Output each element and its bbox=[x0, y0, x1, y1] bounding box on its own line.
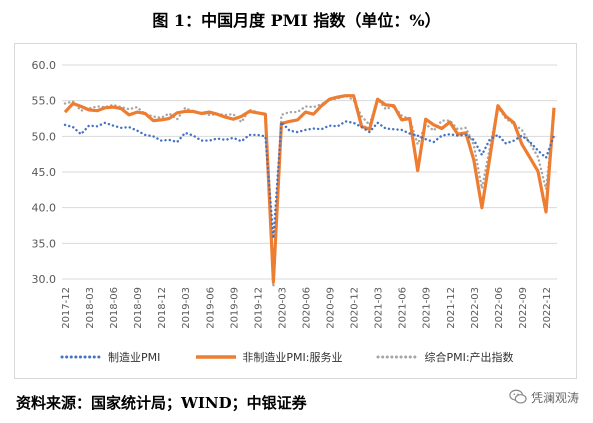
x-tick-label: 2020-06 bbox=[301, 287, 312, 329]
legend-swatch-manufacturing bbox=[60, 355, 104, 359]
x-tick-label: 2022-09 bbox=[518, 287, 529, 329]
x-tick-label: 2019-09 bbox=[229, 287, 240, 329]
series-line-non-manufacturing bbox=[63, 94, 556, 284]
x-tick-label: 2022-03 bbox=[470, 287, 481, 329]
y-tick-label: 40.0 bbox=[32, 202, 57, 215]
legend-label-non-manufacturing: 非制造业PMI:服务业 bbox=[242, 351, 343, 364]
x-tick-label: 2021-06 bbox=[398, 287, 409, 329]
x-tick-label: 2018-03 bbox=[85, 287, 96, 329]
chart-title: 图 1：中国月度 PMI 指数（单位：%） bbox=[152, 11, 441, 30]
x-tick-label: 2018-12 bbox=[157, 287, 168, 329]
x-tick-label: 2020-09 bbox=[326, 287, 337, 329]
source-note: 资料来源：国家统计局；WIND；中银证券 bbox=[16, 394, 307, 412]
x-tick-label: 2022-12 bbox=[542, 287, 553, 329]
x-tick-label: 2017-12 bbox=[61, 287, 72, 329]
y-tick-label: 30.0 bbox=[32, 273, 57, 286]
y-axis-ticks: 60.0 55.0 50.0 45.0 40.0 35.0 30.0 bbox=[32, 59, 57, 286]
gridlines bbox=[62, 64, 557, 280]
x-tick-label: 2021-03 bbox=[374, 287, 385, 329]
y-tick-label: 50.0 bbox=[32, 130, 57, 143]
x-tick-label: 2018-09 bbox=[133, 287, 144, 329]
y-tick-label: 45.0 bbox=[32, 166, 57, 179]
x-axis-ticks: 2017-12 2018-03 2018-06 2018-09 2018-12 2019-… bbox=[61, 287, 553, 329]
legend-swatch-composite bbox=[376, 355, 420, 359]
x-tick-label: 2018-06 bbox=[109, 287, 120, 329]
x-tick-label: 2021-12 bbox=[446, 287, 457, 329]
x-tick-label: 2022-06 bbox=[494, 287, 505, 329]
legend-swatch-non-manufacturing bbox=[196, 355, 237, 359]
x-tick-label: 2019-03 bbox=[181, 287, 192, 329]
y-tick-label: 60.0 bbox=[32, 59, 57, 72]
y-tick-label: 55.0 bbox=[32, 95, 57, 108]
x-tick-label: 2020-03 bbox=[277, 287, 288, 329]
wechat-icon bbox=[509, 389, 527, 404]
legend-label-composite: 综合PMI:产出指数 bbox=[424, 351, 514, 364]
legend-item-non-manufacturing: 非制造业PMI:服务业 bbox=[194, 349, 342, 365]
watermark: 凭澜观涛 bbox=[509, 388, 579, 406]
y-tick-label: 35.0 bbox=[32, 237, 57, 250]
legend-item-manufacturing: 制造业PMI bbox=[60, 349, 160, 365]
x-tick-label: 2021-09 bbox=[422, 287, 433, 329]
x-tick-label: 2019-06 bbox=[205, 287, 216, 329]
x-tick-label: 2020-12 bbox=[350, 287, 361, 329]
chart-frame bbox=[14, 43, 577, 379]
series-lines bbox=[63, 94, 556, 288]
legend: 制造业PMI 非制造业PMI:服务业 综合PMI:产出指数 bbox=[60, 349, 514, 365]
legend-item-composite: 综合PMI:产出指数 bbox=[376, 349, 514, 365]
legend-label-manufacturing: 制造业PMI bbox=[108, 351, 161, 364]
series-line-manufacturing bbox=[63, 120, 556, 240]
x-tick-label: 2019-12 bbox=[253, 287, 264, 329]
watermark-text: 凭澜观涛 bbox=[530, 390, 579, 405]
